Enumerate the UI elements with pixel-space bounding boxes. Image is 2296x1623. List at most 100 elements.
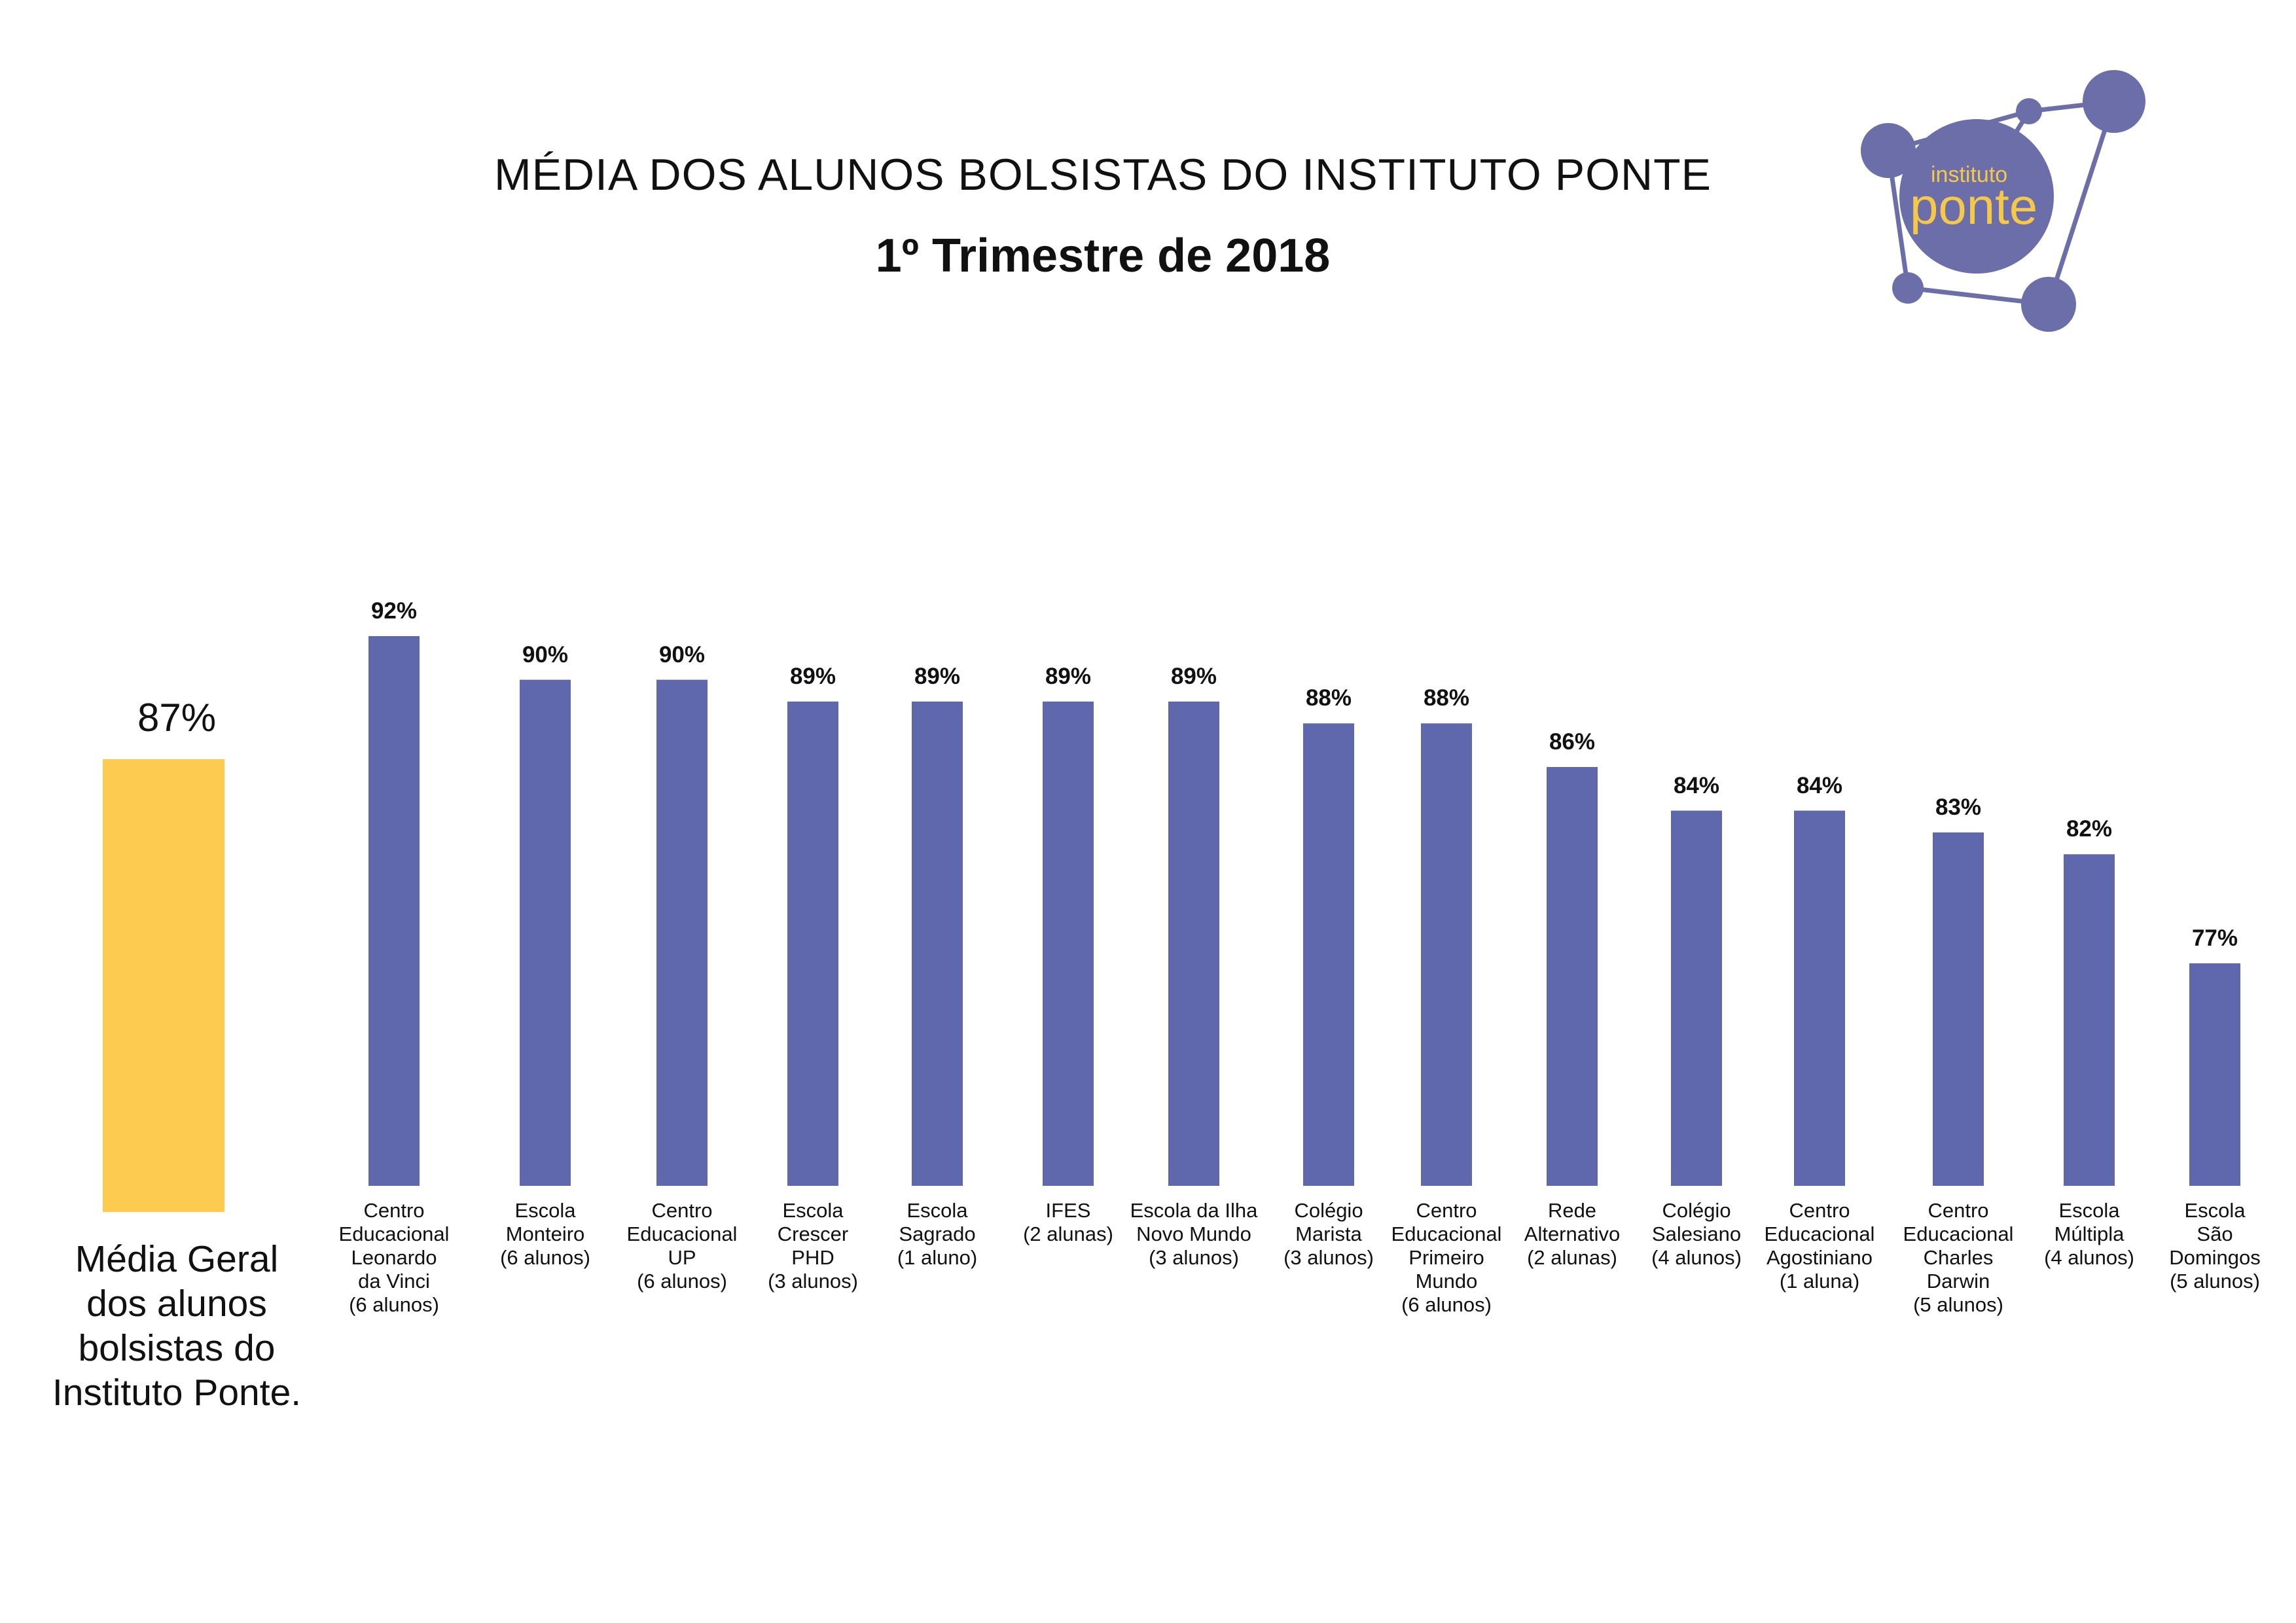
bar: [1547, 767, 1598, 1186]
bar: [520, 679, 571, 1186]
category-label-line: (6 alunos): [349, 1293, 439, 1316]
category-label-line: Agostiniano: [1766, 1246, 1873, 1269]
category-label-line: (1 aluna): [1779, 1270, 1860, 1293]
category-label-line: Educacional: [626, 1222, 738, 1245]
logo-node-small-top: [2016, 98, 2042, 124]
category-label-line: Escola: [514, 1199, 576, 1222]
bar-value-label: 89%: [1045, 664, 1092, 689]
bar: [1794, 810, 1845, 1186]
category-label-line: Marista: [1295, 1222, 1362, 1245]
bar-value-label: 90%: [658, 641, 706, 668]
logo-node-top-right: [2083, 70, 2145, 133]
bar-category-label: Escola Sagrado (1 aluno): [852, 1199, 1022, 1270]
bar: [1043, 702, 1094, 1186]
category-label-line: da Vinci: [358, 1270, 430, 1293]
category-label-line: (3 alunos): [768, 1270, 858, 1293]
category-label-line: Crescer: [777, 1222, 849, 1245]
category-label-line: Primeiro: [1408, 1246, 1484, 1269]
category-label-line: (3 alunos): [1149, 1246, 1239, 1269]
category-label-line: Escola da Ilha: [1130, 1199, 1258, 1222]
category-label-line: (6 alunos): [637, 1270, 727, 1293]
bar: [2064, 854, 2115, 1186]
category-label-line: (1 aluno): [897, 1246, 978, 1269]
category-label-line: (4 alunos): [2044, 1246, 2134, 1269]
bar-value-label: 84%: [1673, 772, 1720, 798]
category-label-line: (3 alunos): [1283, 1246, 1374, 1269]
average-caption-line: bolsistas do: [78, 1327, 276, 1369]
bar-value-label: 86%: [1549, 729, 1596, 755]
category-label-line: (2 alunas): [1527, 1246, 1617, 1269]
average-caption-line: Média Geral: [75, 1238, 279, 1280]
bar-category-label: Colégio Marista (3 alunos): [1244, 1199, 1414, 1270]
average-value-label: 87%: [137, 696, 217, 740]
category-label-line: Sagrado: [899, 1222, 976, 1245]
bar-value-label: 88%: [1423, 685, 1470, 711]
bar-value-label: 89%: [1170, 664, 1217, 689]
category-label-line: Monteiro: [505, 1222, 585, 1245]
bar-category-label: Colégio Salesiano (4 alunos): [1611, 1199, 1782, 1270]
logo-node-left: [1861, 123, 1916, 178]
bar-value-label: 90%: [522, 641, 569, 668]
bar-category-label: Escola Crescer PHD (3 alunos): [728, 1199, 898, 1293]
category-label-line: Centro: [1928, 1199, 1989, 1222]
average-caption-line: dos alunos: [86, 1283, 267, 1325]
average-caption: Média Geral dos alunos bolsistas do Institu…: [13, 1237, 340, 1415]
bar-category-label: Centro Educacional Agostiniano (1 aluna): [1734, 1199, 1905, 1293]
category-label-line: Leonardo: [351, 1246, 437, 1269]
category-label-line: (4 alunos): [1651, 1246, 1742, 1269]
category-label-line: UP: [668, 1246, 696, 1269]
bar: [368, 636, 420, 1186]
bar-value-label: 84%: [1796, 772, 1843, 798]
bar-value-label: 82%: [2066, 816, 2113, 842]
category-label-line: Charles: [1923, 1246, 1994, 1269]
category-label-line: PHD: [791, 1246, 834, 1269]
logo-text-instituto: instituto: [1931, 162, 2007, 187]
bar-value-label: 88%: [1305, 685, 1352, 711]
category-label-line: Colégio: [1662, 1199, 1731, 1222]
category-label-line: Centro: [1416, 1199, 1477, 1222]
category-label-line: Múltipla: [2054, 1222, 2125, 1245]
bar: [2189, 963, 2240, 1186]
category-label-line: IFES: [1045, 1199, 1091, 1222]
category-label-line: (6 alunos): [1401, 1293, 1492, 1316]
bar: [1421, 723, 1472, 1186]
bar-value-label: 83%: [1935, 794, 1982, 820]
category-label-line: Centro: [1789, 1199, 1850, 1222]
bar-category-label: Centro Educacional Leonardo da Vinci (6 alun…: [309, 1199, 479, 1317]
bar-value-label: 89%: [789, 664, 836, 689]
bar: [912, 702, 963, 1186]
category-label-line: Centro: [651, 1199, 713, 1222]
bar-value-label: 77%: [2191, 925, 2238, 951]
bar-category-label: Escola Monteiro (6 alunos): [460, 1199, 630, 1270]
category-label-line: Mundo: [1415, 1270, 1478, 1293]
bar-category-label: Escola São Domingos (5 alunos): [2130, 1199, 2296, 1293]
chart-title: MÉDIA DOS ALUNOS BOLSISTAS DO INSTITUTO …: [494, 150, 1712, 200]
category-label-line: (2 alunas): [1023, 1222, 1113, 1245]
logo-text-ponte: ponte: [1910, 177, 2037, 235]
logo-node-bottom-right: [2021, 277, 2076, 332]
category-label-line: Domingos: [2169, 1246, 2261, 1269]
category-label-line: Rede: [1547, 1199, 1597, 1222]
bar-category-label: Escola da Ilha Novo Mundo (3 alunos): [1109, 1199, 1279, 1270]
category-label-line: Colégio: [1294, 1199, 1363, 1222]
bar: [787, 702, 838, 1186]
category-label-line: (6 alunos): [500, 1246, 590, 1269]
instituto-ponte-logo: instituto ponte: [1861, 70, 2145, 332]
bar-category-label: Escola Múltipla (4 alunos): [2004, 1199, 2174, 1270]
bar-category-label: Centro Educacional Primeiro Mundo (6 alunos): [1361, 1199, 1532, 1317]
chart-subtitle: 1º Trimestre de 2018: [875, 230, 1331, 282]
bar-category-label: Centro Educacional Charles Darwin (5 alunos): [1873, 1199, 2043, 1317]
bar: [1168, 702, 1219, 1186]
category-label-line: Escola: [2058, 1199, 2120, 1222]
category-label-line: Escola: [906, 1199, 968, 1222]
bar: [656, 679, 708, 1186]
category-label-line: Darwin: [1926, 1270, 1990, 1293]
category-label-line: Escola: [782, 1199, 844, 1222]
category-label-line: São: [2197, 1222, 2233, 1245]
bar-value-label: 89%: [914, 664, 961, 689]
bar-category-label: Rede Alternativo (2 alunas): [1487, 1199, 1657, 1270]
category-label-line: Educacional: [338, 1222, 450, 1245]
category-label-line: Alternativo: [1524, 1222, 1621, 1245]
category-label-line: Novo Mundo: [1136, 1222, 1251, 1245]
